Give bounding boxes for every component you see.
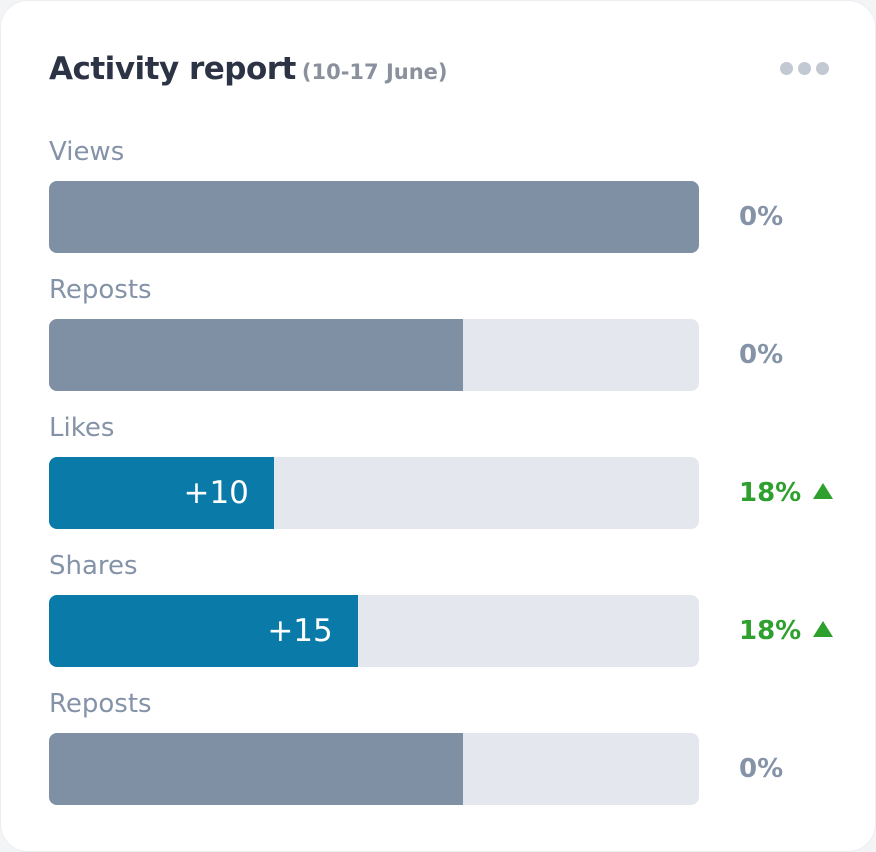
bar-fill xyxy=(49,181,699,253)
title-text: Activity report xyxy=(49,51,296,87)
bar-badge: +10 xyxy=(183,475,249,511)
dot xyxy=(780,62,793,75)
bar-fill: +15 xyxy=(49,595,358,667)
row-label: Likes xyxy=(49,413,115,443)
dot xyxy=(798,62,811,75)
bar-fill xyxy=(49,319,464,391)
bar-fill: +10 xyxy=(49,457,274,529)
trend-up-icon xyxy=(813,483,834,499)
card-title: Activity report (10-17 June) xyxy=(49,51,448,87)
row-label: Reposts xyxy=(49,689,152,719)
dot xyxy=(816,62,829,75)
change-text: 0% xyxy=(739,202,784,232)
bar-track: +10 xyxy=(49,457,699,529)
bar-badge: +15 xyxy=(267,613,333,649)
row-label: Views xyxy=(49,137,125,167)
change-text: 18% xyxy=(739,616,802,646)
change-text: 0% xyxy=(739,754,784,784)
row-label: Shares xyxy=(49,551,138,581)
change-value: 0% xyxy=(739,733,783,805)
change-value: 18% xyxy=(739,595,834,667)
more-menu[interactable] xyxy=(780,60,834,79)
change-text: 18% xyxy=(739,478,802,508)
change-text: 0% xyxy=(739,340,784,370)
change-value: 0% xyxy=(739,181,783,253)
subtitle: (10-17 June) xyxy=(301,60,448,84)
change-value: 18% xyxy=(739,457,834,529)
row-label: Reposts xyxy=(49,275,152,305)
bar-track: +15 xyxy=(49,595,699,667)
bar-fill xyxy=(49,733,464,805)
bar-track xyxy=(49,181,699,253)
bar-track xyxy=(49,319,699,391)
trend-up-icon xyxy=(813,621,834,637)
change-value: 0% xyxy=(739,319,783,391)
bar-track xyxy=(49,733,699,805)
